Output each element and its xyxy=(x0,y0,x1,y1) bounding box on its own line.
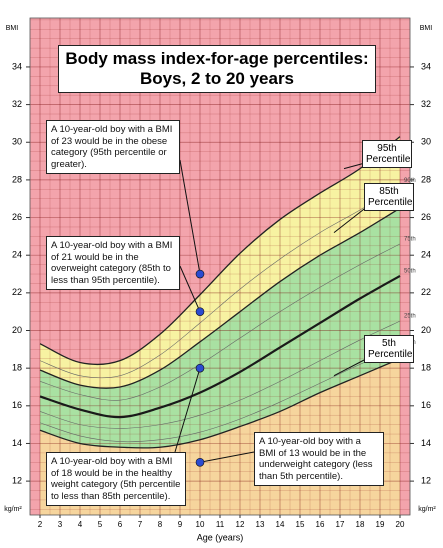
x-tick-label: 7 xyxy=(138,520,143,529)
x-tick-label: 17 xyxy=(336,520,345,529)
leader-line xyxy=(343,162,366,170)
y-tick-label: 30 xyxy=(421,137,431,147)
y-tick-label: 12 xyxy=(12,475,22,485)
y-tick-label: 22 xyxy=(421,287,431,297)
x-tick-label: 15 xyxy=(296,520,305,529)
x-tick-label: 19 xyxy=(376,520,385,529)
x-tick-label: 6 xyxy=(118,520,123,529)
y-axis-label: BMI xyxy=(6,25,19,32)
annotation-box: A 10-year-old boy with a BMI of 18 would… xyxy=(46,452,186,506)
percentile-curve xyxy=(39,136,401,366)
x-tick-label: 16 xyxy=(316,520,325,529)
y-unit-label: kg/m² xyxy=(418,506,436,513)
percentile-curve xyxy=(39,358,401,449)
y-tick-label: 20 xyxy=(421,325,431,335)
y-tick-label: 16 xyxy=(421,400,431,410)
annotation-leader xyxy=(179,159,201,275)
x-tick-label: 10 xyxy=(196,520,205,529)
annotation-leader xyxy=(199,451,255,463)
annotation-box: A 10-year-old boy with a BMI of 13 would… xyxy=(254,432,384,486)
percentile-curve xyxy=(39,207,401,389)
y-tick-label: 26 xyxy=(421,212,431,222)
curve-label: 90th xyxy=(404,178,416,184)
x-tick-label: 12 xyxy=(236,520,245,529)
y-tick-label: 24 xyxy=(421,250,431,260)
y-tick-label: 30 xyxy=(12,137,22,147)
y-tick-label: 24 xyxy=(12,250,22,260)
data-point xyxy=(195,457,205,467)
y-tick-label: 34 xyxy=(12,61,22,71)
y-tick-label: 14 xyxy=(12,438,22,448)
x-axis-label: Age (years) xyxy=(197,532,244,542)
x-tick-label: 11 xyxy=(216,520,225,529)
curve-label: 75th xyxy=(404,236,416,242)
data-point xyxy=(195,363,205,373)
y-unit-label: kg/m² xyxy=(4,506,22,513)
percentile-curve xyxy=(39,274,401,419)
x-tick-label: 5 xyxy=(98,520,103,529)
y-tick-label: 16 xyxy=(12,400,22,410)
x-tick-label: 18 xyxy=(356,520,365,529)
y-tick-label: 20 xyxy=(12,325,22,335)
percentile-curve xyxy=(39,347,401,443)
y-tick-label: 28 xyxy=(12,174,22,184)
x-tick-label: 2 xyxy=(38,520,43,529)
annotation-leader xyxy=(174,368,201,453)
curve-label: 25th xyxy=(404,314,416,320)
y-tick-label: 18 xyxy=(12,363,22,373)
x-tick-label: 14 xyxy=(276,520,285,529)
x-tick-label: 13 xyxy=(256,520,265,529)
y-tick-label: 18 xyxy=(421,363,431,373)
annotation-leader xyxy=(179,265,201,312)
x-tick-label: 4 xyxy=(78,520,83,529)
y-tick-label: 14 xyxy=(421,438,431,448)
annotation-box: A 10-year-old boy with a BMI of 21 would… xyxy=(46,236,180,290)
y-tick-label: 22 xyxy=(12,287,22,297)
y-tick-label: 32 xyxy=(421,99,431,109)
y-tick-label: 32 xyxy=(12,99,22,109)
x-tick-label: 8 xyxy=(158,520,163,529)
percentile-label: 85th Percentile xyxy=(364,183,414,211)
percentile-label: 5th Percentile xyxy=(364,335,414,363)
curve-label: 50th xyxy=(404,268,416,274)
y-tick-label: 12 xyxy=(421,475,431,485)
y-tick-label: 26 xyxy=(12,212,22,222)
percentile-curve xyxy=(39,185,401,379)
chart-subtitle: Boys, 2 to 20 years xyxy=(139,69,295,88)
leader-line xyxy=(333,357,369,377)
percentile-curve xyxy=(39,320,401,429)
leader-line xyxy=(333,205,369,234)
percentile-curve xyxy=(39,243,401,401)
y-axis-label: BMI xyxy=(420,25,433,32)
title-box: Body mass index-for-age percentiles: Boy… xyxy=(58,45,376,93)
data-point xyxy=(195,307,205,316)
percentile-label: 95th Percentile xyxy=(362,140,412,168)
data-point xyxy=(195,269,205,279)
annotation-box: A 10-year-old boy with a BMI of 23 would… xyxy=(46,120,180,174)
chart-title: Body mass index-for-age percentiles: xyxy=(65,49,369,68)
y-tick-label: 34 xyxy=(421,61,431,71)
x-tick-label: 3 xyxy=(58,520,63,529)
x-tick-label: 20 xyxy=(396,520,405,529)
x-tick-label: 9 xyxy=(178,520,183,529)
y-tick-label: 28 xyxy=(421,174,431,184)
